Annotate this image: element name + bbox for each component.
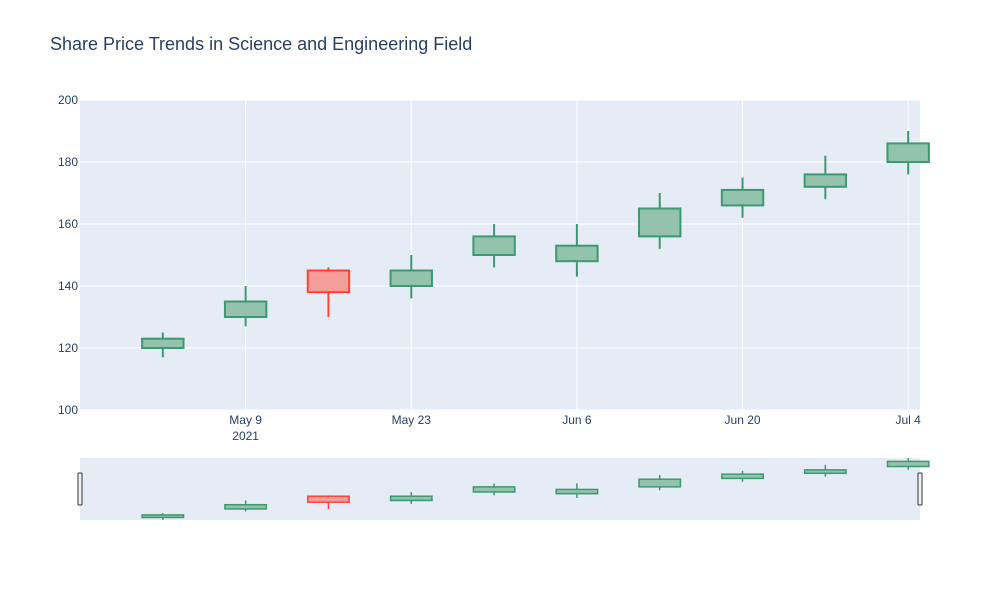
range-slider-handle-right[interactable] [917,472,923,506]
x-tick-label: May 9 [229,413,262,427]
candle-body [886,142,930,163]
slider-candle-body [472,486,516,493]
candle-body [803,173,848,188]
candle-body [389,269,433,287]
slider-candle-body [306,495,350,503]
x-axis: May 9 2021 May 23 Jun 6 Jun 20 Jul 4 [229,413,921,443]
chart-title: Share Price Trends in Science and Engine… [50,34,472,54]
slider-candle-body [555,488,599,495]
slider-candle-body [886,460,930,468]
candle[interactable] [141,332,185,358]
x-tick-sublabel: 2021 [232,429,259,443]
slider-candle [306,495,350,509]
candle[interactable] [720,177,765,218]
candle[interactable] [223,286,268,327]
slider-candle-body [721,473,764,480]
candle-body [720,188,765,207]
slider-candle [555,483,599,498]
y-tick-label: 200 [58,93,78,107]
x-tick-label: Jun 20 [725,413,761,427]
slider-candle-body [224,503,268,510]
candle[interactable] [638,193,682,249]
slider-candle-body [141,514,185,519]
slider-candle [389,491,433,504]
candle-body [472,235,516,256]
candle-body [306,269,351,294]
y-tick-label: 140 [58,279,78,293]
y-tick-label: 160 [58,217,78,231]
x-tick-label: Jun 6 [562,413,592,427]
candle-body [555,244,599,263]
candle[interactable] [306,267,351,317]
candle[interactable] [803,155,848,200]
slider-candle-body [638,478,682,488]
slider-candle-body [803,469,847,475]
slider-candle-body [389,495,433,502]
candle[interactable] [886,131,930,175]
range-slider-preview [141,458,930,520]
candle-body [223,300,268,318]
slider-candle [141,513,185,520]
candle-body [141,337,185,350]
candle[interactable] [472,224,516,268]
y-tick-label: 120 [58,341,78,355]
candle-layer [141,131,930,358]
slider-candle [224,500,268,512]
y-tick-label: 100 [58,403,78,417]
candle-body [638,207,682,238]
slider-candle [721,470,764,482]
range-slider-handle-left[interactable] [77,472,83,506]
slider-candle [803,464,847,477]
y-axis: 100 120 140 160 180 200 [58,93,78,417]
candle[interactable] [555,224,599,277]
slider-candle [472,483,516,496]
y-tick-label: 180 [58,155,78,169]
slider-candle [886,458,930,470]
candle[interactable] [389,255,433,299]
x-tick-label: May 23 [392,413,432,427]
slider-candle [638,474,682,491]
x-tick-label: Jul 4 [895,413,921,427]
